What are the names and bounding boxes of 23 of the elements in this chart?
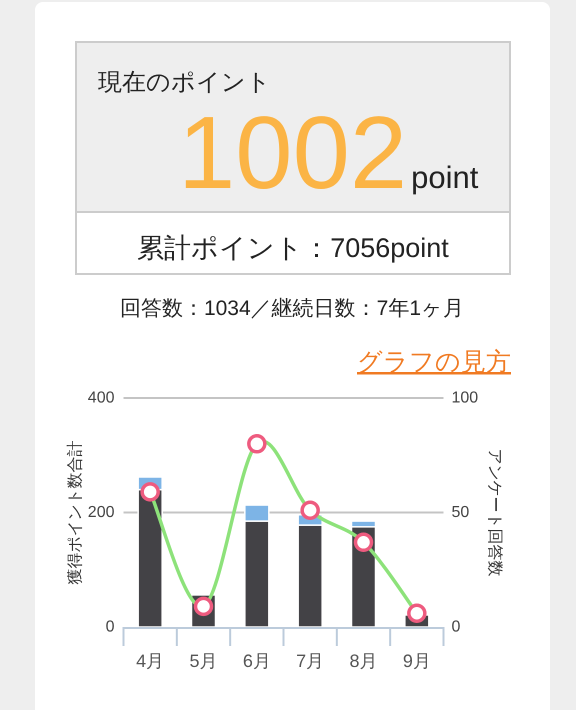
y2-axis-title: アンケート回答数 (486, 448, 503, 576)
point (354, 532, 374, 552)
point (140, 482, 160, 502)
x-tick-label: 6月 (242, 651, 271, 671)
point (300, 500, 320, 520)
x-tick-label: 4月 (136, 651, 164, 671)
x-tick-label: 9月 (402, 651, 431, 671)
text: 累計ポイント：7056point (137, 233, 450, 263)
text: 回答数：1034／継続日数：7年1ヶ月 (120, 297, 464, 320)
point (407, 604, 427, 624)
text: グラフの見方 (357, 348, 511, 376)
text: 現在のポイント (98, 69, 271, 96)
y-tick-label: 400 (88, 390, 115, 406)
y-tick-label: 0 (106, 618, 115, 636)
x-tick-label: 8月 (349, 651, 378, 671)
point (247, 434, 267, 454)
y2-tick-label: 100 (452, 390, 478, 406)
x-tick-label: 7月 (296, 651, 324, 671)
y-tick-label: 200 (88, 504, 115, 521)
y-axis-title: 獲得ポイント数合計 (66, 440, 84, 584)
y2-tick-label: 0 (452, 618, 460, 636)
y2-tick-label: 50 (452, 504, 470, 521)
x-tick-label: 5月 (189, 651, 218, 671)
